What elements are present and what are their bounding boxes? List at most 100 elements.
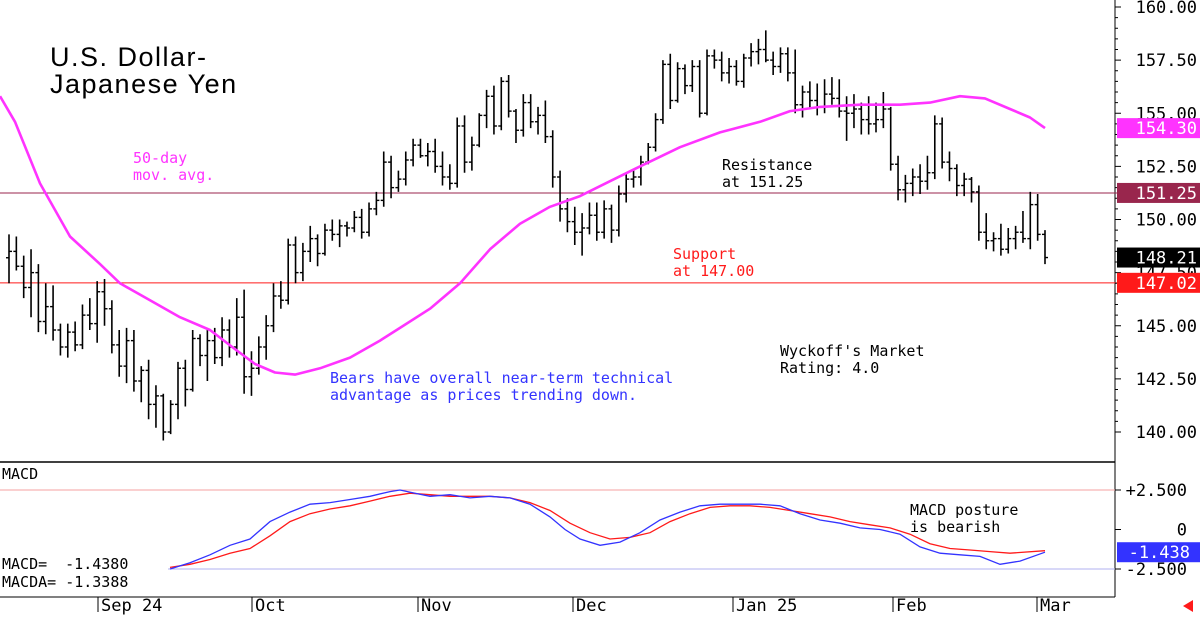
price-bar: [902, 174, 909, 203]
price-tick-label: 142.50: [1136, 370, 1197, 390]
price-bar: [623, 172, 630, 203]
price-bar: [380, 151, 387, 207]
price-bar: [579, 213, 586, 256]
price-bar: [50, 285, 57, 341]
price-bar: [681, 64, 688, 95]
ma50-line: [0, 94, 1046, 376]
price-tick-label: 157.50: [1136, 51, 1197, 71]
price-bar: [799, 85, 806, 118]
price-bar: [843, 96, 850, 141]
x-tick-label: Mar: [1040, 596, 1071, 616]
price-bar: [880, 92, 887, 129]
price-bar: [336, 219, 343, 248]
price-bar: [145, 359, 152, 420]
resistance-annotation-line-1: Resistance: [722, 156, 812, 174]
price-tick-label: 145.00: [1136, 317, 1197, 337]
price-bar: [138, 366, 145, 403]
price-bar: [1005, 228, 1012, 254]
macd-value-box-label: -1.438: [1129, 543, 1190, 563]
price-bar: [498, 77, 505, 131]
price-bar: [285, 238, 292, 305]
price-bar: [748, 43, 755, 67]
macd-tick-label: +2.500: [1126, 481, 1187, 501]
ma-annotation-line-1: 50-day: [133, 149, 187, 167]
price-bar: [505, 75, 512, 118]
price-bar: [983, 213, 990, 250]
price-bar: [939, 117, 946, 169]
price-bar: [667, 53, 674, 109]
scroll-left-icon[interactable]: [1183, 600, 1193, 612]
price-bar: [520, 94, 527, 137]
price-bar: [204, 330, 211, 381]
price-bar: [733, 60, 740, 86]
price-bar: [527, 94, 534, 129]
price-bar: [307, 225, 314, 262]
price-bar: [997, 223, 1004, 256]
price-bar: [299, 242, 306, 282]
macd-readout-label: MACD=: [2, 555, 47, 573]
price-bar: [895, 155, 902, 201]
price-bar: [366, 202, 373, 237]
price-bar: [630, 168, 637, 188]
price-bar: [711, 49, 718, 69]
price-bar: [718, 51, 725, 82]
price-bar: [160, 393, 167, 441]
price-bar: [343, 221, 350, 237]
resistance-annotation: Resistance at 151.25: [722, 156, 821, 191]
macda-readout-label: MACDA=: [2, 573, 56, 591]
support-annotation-line-1: Support: [673, 245, 736, 263]
price-tick-label: 150.00: [1136, 211, 1197, 231]
price-bar: [850, 94, 857, 129]
macd-note-line-1: MACD posture: [910, 501, 1018, 519]
scroll-left-icon-shape[interactable]: [1183, 600, 1193, 612]
support-annotation-line-2: at 147.00: [673, 262, 754, 280]
price-bar: [395, 170, 402, 192]
x-tick-label: Nov: [421, 596, 452, 616]
price-bar: [35, 264, 42, 333]
price-bar: [535, 106, 542, 135]
price-bar: [42, 283, 49, 335]
price-tick-label: 152.50: [1136, 157, 1197, 177]
price-bar: [762, 30, 769, 63]
price-box-label: 154.30: [1136, 119, 1197, 139]
macd-layer: [169, 489, 1046, 570]
price-bar: [909, 168, 916, 197]
price-bar: [64, 323, 71, 358]
price-bar: [652, 113, 659, 152]
price-box-label: 148.21: [1136, 249, 1197, 269]
macd-value-box: [1117, 542, 1200, 563]
price-bar: [931, 115, 938, 180]
bears-annotation-line-2: advantage as prices trending down.: [330, 386, 637, 404]
price-bar: [814, 83, 821, 116]
price-tick-label: 140.00: [1136, 423, 1197, 443]
price-bar: [1012, 225, 1019, 250]
market-rating-line-2: Rating: 4.0: [780, 359, 879, 377]
price-bar: [94, 281, 101, 343]
price-bar: [432, 138, 439, 173]
price-bar: [123, 327, 130, 384]
price-bar: [490, 85, 497, 135]
price-bar: [292, 236, 299, 284]
moving-average-layer: [0, 94, 1046, 376]
price-bar: [233, 298, 240, 356]
price-bar: [946, 151, 953, 182]
macd-note-line-2: is bearish: [910, 518, 1000, 536]
price-bar: [483, 89, 490, 129]
price-bar: [637, 155, 644, 186]
price-bar: [439, 151, 446, 186]
price-bar: [917, 164, 924, 194]
price-bar: [277, 281, 284, 309]
x-tick-label: Jan 25: [736, 596, 797, 616]
price-bar: [130, 330, 137, 392]
price-bar: [953, 164, 960, 197]
price-bar: [571, 206, 578, 245]
price-bar: [101, 279, 108, 326]
price-tick-label: 160.00: [1136, 0, 1197, 18]
price-bar: [108, 300, 115, 354]
price-bar: [424, 143, 431, 167]
price-bar: [270, 283, 277, 333]
price-bar: [601, 200, 608, 239]
price-bar: [86, 298, 93, 330]
price-bar: [72, 321, 79, 352]
price-bar: [263, 315, 270, 360]
